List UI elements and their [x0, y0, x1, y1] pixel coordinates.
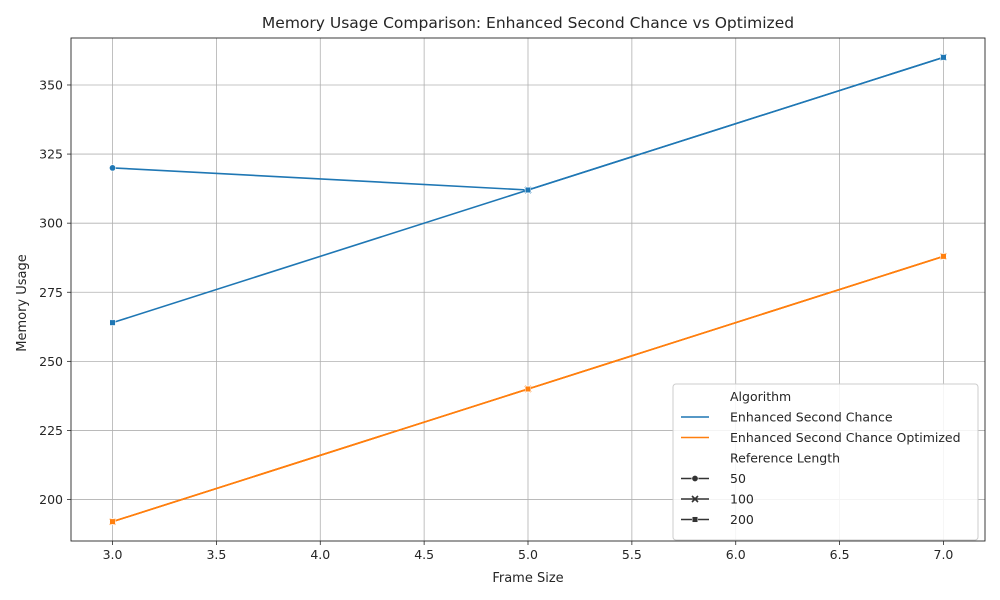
legend-label: Enhanced Second Chance Optimized — [730, 430, 961, 445]
y-axis-label: Memory Usage — [15, 254, 30, 352]
x-tick-label: 4.0 — [310, 547, 330, 562]
x-tick-label: 5.0 — [518, 547, 538, 562]
x-tick-label: 4.5 — [414, 547, 434, 562]
legend-title-algorithm: Algorithm — [730, 389, 791, 404]
legend-label: Enhanced Second Chance — [730, 410, 893, 425]
x-tick-label: 6.0 — [726, 547, 746, 562]
series-line — [112, 167, 529, 191]
legend-marker-swatch — [691, 495, 699, 503]
ticks-layer: 3.0 3.5 4.0 4.5 5.0 5.5 6.0 6.5 7.0 200 225 250 275 3… — [39, 77, 953, 562]
x-tick-label: 3.5 — [206, 547, 226, 562]
legend-label: 200 — [730, 512, 754, 527]
legend: Algorithm Enhanced Second Chance Enhanced … — [672, 383, 979, 541]
x-tick-label: 7.0 — [934, 547, 954, 562]
series — [109, 253, 947, 525]
legend-marker-swatch — [691, 474, 699, 482]
data-point — [524, 186, 532, 194]
x-tick-label: 6.5 — [830, 547, 850, 562]
legend-title-reference-length: Reference Length — [730, 451, 840, 466]
series — [109, 54, 947, 326]
legend-label: 50 — [730, 471, 746, 486]
data-point — [109, 319, 116, 326]
chart-title: Memory Usage Comparison: Enhanced Second… — [262, 14, 794, 32]
legend-label: 100 — [730, 492, 754, 507]
y-tick-label: 275 — [39, 285, 63, 300]
data-point — [940, 253, 947, 260]
y-tick-label: 250 — [39, 354, 63, 369]
y-tick-label: 200 — [39, 492, 63, 507]
x-tick-label: 3.0 — [103, 547, 123, 562]
y-tick-label: 225 — [39, 423, 63, 438]
legend-box — [672, 383, 979, 541]
series-layer — [108, 53, 948, 526]
data-point — [940, 54, 947, 61]
x-tick-label: 5.5 — [622, 547, 642, 562]
legend-marker-swatch — [691, 516, 699, 523]
y-tick-label: 325 — [39, 147, 63, 162]
x-axis-label: Frame Size — [492, 571, 563, 586]
data-point — [524, 385, 532, 393]
y-tick-label: 350 — [39, 77, 63, 92]
data-point — [109, 164, 117, 172]
data-point — [109, 518, 116, 525]
y-tick-label: 300 — [39, 216, 63, 231]
